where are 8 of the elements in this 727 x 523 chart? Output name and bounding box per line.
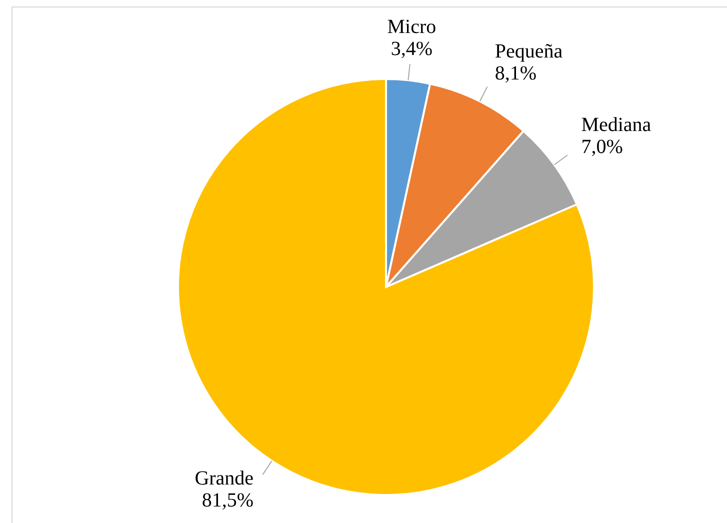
data-label: 81,5%	[202, 490, 254, 512]
slice-label: Micro	[387, 16, 436, 38]
slice-label: Grande	[194, 468, 254, 490]
data-label: 3,4%	[390, 38, 433, 60]
data-label: 7,0%	[581, 136, 623, 158]
slice-label: Mediana	[581, 114, 652, 136]
slice-label: Pequeña	[494, 40, 563, 63]
data-label: 8,1%	[494, 62, 537, 85]
